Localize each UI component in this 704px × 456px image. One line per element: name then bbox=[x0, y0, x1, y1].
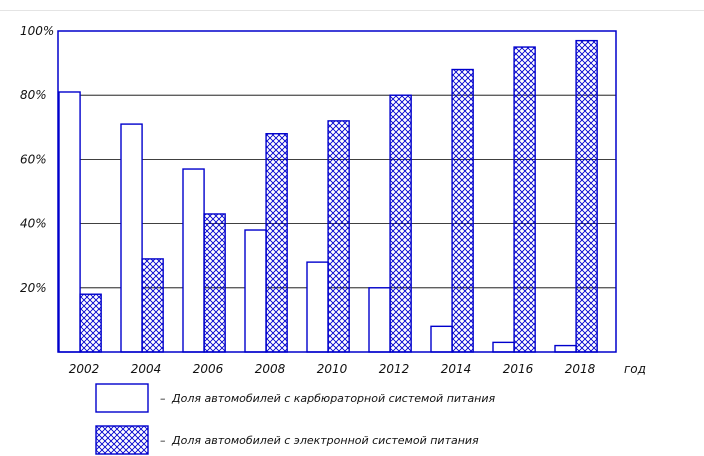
bar-carburetor bbox=[492, 341, 515, 353]
legend-swatch bbox=[95, 425, 149, 455]
bar-carburetor bbox=[120, 123, 143, 353]
legend: – Доля автомобилей с карбюраторной систем… bbox=[95, 383, 496, 455]
plot-frame bbox=[57, 30, 617, 353]
y-tick-label: 20% bbox=[20, 281, 47, 295]
x-tick-label: 2008 bbox=[255, 362, 286, 376]
x-tick-label: 2012 bbox=[379, 362, 410, 376]
bars bbox=[58, 39, 598, 353]
bar-carburetor bbox=[306, 261, 329, 353]
bar-carburetor bbox=[58, 91, 81, 353]
bar-carburetor bbox=[430, 325, 453, 353]
x-axis-unit-label: год bbox=[624, 362, 646, 376]
y-tick-label: 80% bbox=[20, 88, 47, 102]
y-tick-labels: 20% 40% 60% 80% 100% bbox=[20, 24, 54, 295]
bar-electronic bbox=[141, 258, 164, 353]
bar-electronic bbox=[389, 94, 412, 353]
bar-electronic bbox=[265, 133, 288, 353]
bar-electronic bbox=[513, 46, 536, 353]
legend-dash: – bbox=[160, 392, 166, 405]
y-tick-label: 60% bbox=[20, 152, 47, 166]
bar-carburetor bbox=[368, 287, 391, 353]
bar-electronic bbox=[327, 120, 350, 353]
y-tick-label: 100% bbox=[20, 24, 54, 38]
bar-carburetor bbox=[554, 344, 577, 353]
y-tick-label: 40% bbox=[20, 217, 47, 231]
bar-electronic bbox=[79, 293, 102, 353]
x-tick-labels: 2002 2004 2006 2008 2010 2012 2014 2016 2018 bbox=[69, 362, 596, 376]
x-tick-label: 2006 bbox=[193, 362, 224, 376]
bar-carburetor bbox=[244, 229, 267, 353]
x-tick-label: 2014 bbox=[441, 362, 472, 376]
x-tick-label: 2018 bbox=[565, 362, 596, 376]
legend-swatch bbox=[95, 383, 149, 413]
legend-label: Доля автомобилей с карбюраторной системо… bbox=[171, 392, 496, 405]
legend-dash: – bbox=[160, 434, 166, 447]
bar-carburetor bbox=[182, 168, 205, 353]
top-divider bbox=[0, 10, 704, 11]
bar-electronic bbox=[203, 213, 226, 353]
x-tick-label: 2002 bbox=[69, 362, 100, 376]
x-tick-label: 2016 bbox=[503, 362, 534, 376]
bar-electronic bbox=[451, 68, 474, 353]
x-tick-label: 2004 bbox=[131, 362, 162, 376]
x-tick-label: 2010 bbox=[317, 362, 348, 376]
legend-label: Доля автомобилей с электронной системой … bbox=[171, 434, 479, 447]
bar-electronic bbox=[575, 39, 598, 353]
